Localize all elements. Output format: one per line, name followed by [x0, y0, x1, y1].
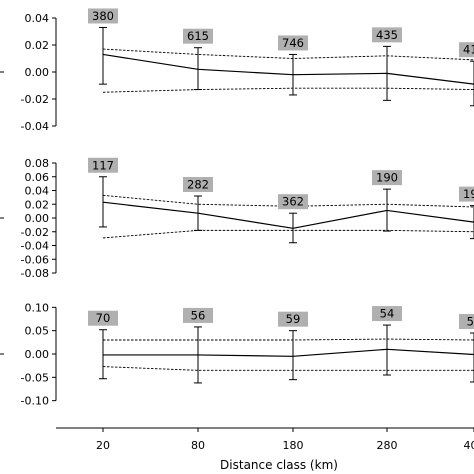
sample-count-label: 190	[372, 170, 402, 186]
sample-count-label: 380	[88, 8, 118, 24]
panel-2: 0.080.060.040.020.00-0.02-0.04-0.06-0.08…	[0, 157, 474, 280]
sample-count-label: 615	[183, 28, 213, 44]
sample-count-label: 362	[278, 194, 308, 210]
svg-text:746: 746	[282, 36, 304, 50]
error-bar	[470, 205, 474, 240]
error-bar	[99, 329, 107, 380]
y-tick-label: -0.10	[21, 395, 49, 408]
x-axis: 20 80 180 280 400	[56, 427, 474, 452]
y-tick-label: 0.05	[25, 325, 50, 338]
svg-text:56: 56	[191, 308, 206, 322]
x-tick-label: 80	[191, 439, 205, 452]
svg-text:70: 70	[96, 311, 111, 325]
lower-envelope-line	[102, 366, 474, 371]
sample-count-label: 435	[372, 27, 402, 43]
error-bar	[99, 176, 107, 228]
y-tick-label: 0.02	[25, 198, 50, 211]
error-bar	[470, 60, 474, 107]
y-tick-label: 0.10	[25, 301, 50, 314]
error-bar	[383, 324, 391, 376]
y-tick-label: -0.06	[21, 253, 49, 266]
svg-text:417: 417	[463, 43, 474, 57]
y-tick-label: 0.06	[25, 171, 50, 184]
x-tick-label: 180	[283, 439, 304, 452]
sample-count-label: 282	[183, 177, 213, 192]
x-tick-label: 20	[96, 439, 110, 452]
x-tick-label: 400	[464, 439, 474, 452]
mean-correlation-line	[102, 53, 474, 85]
y-tick-label: -0.04	[21, 240, 49, 253]
y-tick-label: -0.05	[21, 371, 49, 384]
svg-text:59: 59	[286, 312, 301, 326]
sample-count-label: 54	[459, 314, 474, 329]
svg-text:615: 615	[187, 29, 209, 43]
lower-envelope-line	[102, 229, 474, 239]
y-tick-label: -0.08	[21, 267, 49, 280]
panels-layer: 0.040.020.00-0.02-0.043806157464354170.0…	[0, 8, 474, 408]
error-bar	[99, 26, 107, 85]
upper-envelope-line	[102, 48, 474, 61]
x-axis-label: Distance class (km)	[220, 458, 338, 472]
svg-text:54: 54	[380, 307, 395, 321]
upper-envelope-line	[103, 338, 474, 341]
sample-count-label: 56	[183, 307, 213, 323]
y-tick-label: 0.08	[25, 157, 50, 170]
y-tick-label: 0.04	[25, 185, 50, 198]
y-tick-label: 0.00	[25, 66, 50, 79]
svg-text:282: 282	[187, 178, 209, 192]
y-tick-label: -0.02	[21, 226, 49, 239]
panel-3: 0.10 0.05 0.00 -0.05 -0.10 70 56 59 54 54	[0, 301, 474, 408]
sample-count-label: 59	[278, 311, 308, 327]
y-tick-label: 0.00	[25, 348, 50, 361]
y-tick-label: 0.04	[25, 12, 50, 25]
sample-count-label: 417	[459, 42, 474, 58]
y-tick-label: 0.02	[25, 39, 50, 52]
lower-envelope-line	[102, 87, 474, 93]
sample-count-label: 70	[88, 310, 118, 326]
svg-text:117: 117	[92, 158, 114, 172]
svg-text:362: 362	[282, 195, 304, 209]
svg-text:54: 54	[467, 315, 474, 329]
svg-text:380: 380	[92, 9, 114, 23]
y-tick-label: -0.04	[21, 120, 49, 133]
x-tick-label: 280	[377, 439, 398, 452]
error-bar	[194, 47, 202, 91]
panel-1: 0.04 0.02 0.00 -0.02 -0.04 380 615 746 435 417	[0, 8, 474, 133]
sample-count-label: 54	[372, 306, 402, 322]
y-tick-label: 0.00	[25, 212, 50, 225]
mean-correlation-line	[102, 201, 474, 229]
sample-count-label: 117	[88, 157, 118, 173]
sample-count-label: 746	[278, 35, 308, 51]
sample-count-label: 190	[459, 186, 474, 202]
error-bar	[470, 332, 474, 383]
svg-text:435: 435	[376, 28, 398, 42]
mean-correlation-line	[103, 348, 474, 357]
error-bar	[289, 330, 297, 381]
y-tick-label: -0.02	[21, 93, 49, 106]
svg-text:190: 190	[463, 187, 474, 201]
svg-text:190: 190	[376, 171, 398, 185]
